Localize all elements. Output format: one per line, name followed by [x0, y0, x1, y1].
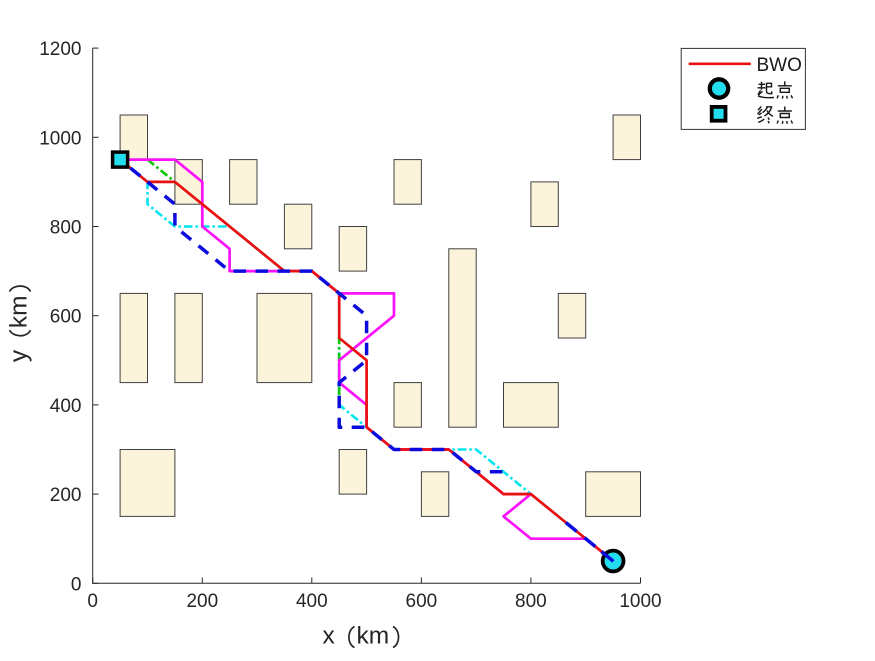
svg-text:800: 800 [515, 591, 547, 612]
svg-text:y: y [6, 349, 33, 362]
svg-text:400: 400 [50, 396, 82, 417]
svg-text:200: 200 [186, 591, 218, 612]
svg-text:0: 0 [87, 591, 98, 612]
svg-text:km: km [6, 295, 33, 328]
svg-text:1000: 1000 [39, 128, 81, 149]
svg-text:400: 400 [296, 591, 328, 612]
svg-text:BWO: BWO [757, 55, 802, 76]
svg-text:600: 600 [406, 591, 438, 612]
svg-text:800: 800 [50, 218, 82, 239]
svg-text:0: 0 [71, 574, 82, 595]
svg-text:x: x [323, 623, 335, 650]
svg-text:1000: 1000 [619, 591, 661, 612]
svg-text:200: 200 [50, 485, 82, 506]
svg-text:600: 600 [50, 307, 82, 328]
svg-text:km: km [357, 623, 390, 650]
svg-text:1200: 1200 [39, 39, 81, 60]
